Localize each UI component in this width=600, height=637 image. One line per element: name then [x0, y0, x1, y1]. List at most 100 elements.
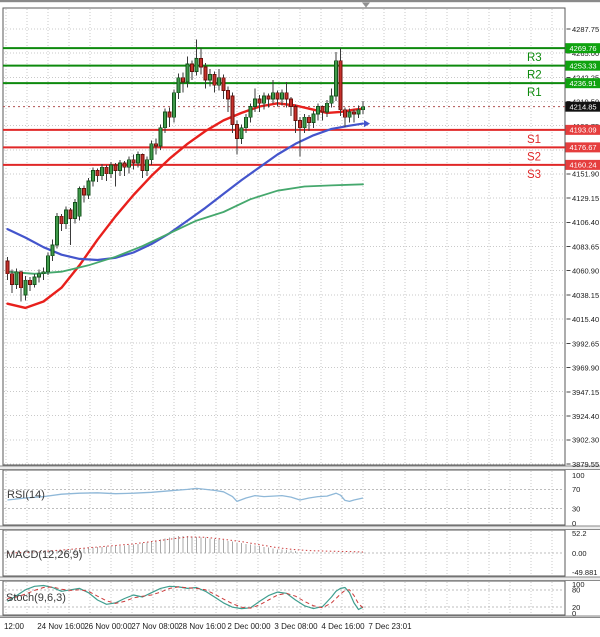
indicator-scale-label: 0 — [572, 519, 576, 528]
candle-body — [307, 116, 311, 123]
price-badge-text: 4176.67 — [569, 143, 596, 152]
ma-mid-blue — [6, 122, 365, 262]
candle-body — [203, 66, 208, 81]
candle-body — [217, 77, 221, 86]
candle-body — [50, 244, 55, 257]
indicator-scale-label: 52.2 — [572, 529, 587, 538]
candle-body — [181, 77, 185, 83]
candle-body — [113, 164, 118, 171]
price-tick-label: 3969.90 — [572, 364, 599, 373]
candle-body — [64, 209, 68, 225]
level-label-r1: R1 — [527, 87, 542, 99]
separator-fill — [0, 465, 600, 470]
candle-body — [14, 271, 19, 285]
candle-body — [221, 77, 226, 91]
candle-body — [163, 111, 167, 129]
macd-indicator-label: MACD(12,26,9) — [6, 549, 83, 561]
price-badge-text: 4160.24 — [569, 161, 596, 170]
candle-body — [118, 162, 122, 171]
latest-bar-marker-icon — [362, 2, 370, 8]
candle-body — [320, 106, 325, 113]
price-tick-label: 3902.30 — [572, 436, 599, 445]
candle-body — [208, 74, 212, 81]
time-axis-label: 27 Nov 08:00 — [131, 622, 179, 631]
price-tick-label: 4083.65 — [572, 242, 599, 251]
candle-body — [298, 119, 302, 129]
main-chart-panel[interactable] — [2, 7, 566, 466]
panel-separator[interactable] — [0, 576, 600, 582]
candle-body — [280, 92, 284, 100]
candle-body — [140, 154, 145, 171]
indicator-scale-label: 70 — [572, 485, 580, 494]
stoch-panel[interactable] — [2, 580, 566, 616]
candle-body — [226, 90, 230, 100]
price-badge-text: 4193.09 — [569, 126, 596, 135]
candle-body — [275, 92, 280, 100]
price-tick-label: 4265.00 — [572, 49, 599, 58]
separator-line — [0, 615, 600, 617]
window-top-edge — [0, 0, 600, 3]
price-tick-label: 4015.40 — [572, 315, 599, 324]
indicator-scale-label: 0.00 — [572, 549, 587, 558]
time-axis-label: 7 Dec 23:01 — [368, 622, 412, 631]
ma-fast-red — [6, 102, 365, 310]
price-badge: 4176.67 — [565, 142, 600, 153]
time-axis-label: 12:00 — [4, 622, 25, 631]
price-tick-label: 3947.15 — [572, 388, 599, 397]
price-badge-bg — [565, 142, 600, 153]
candle-body — [343, 109, 347, 118]
candle-body — [338, 60, 343, 111]
candle-body — [185, 63, 190, 83]
price-badge: 4269.76 — [565, 43, 600, 54]
time-axis-label: 24 Nov 16:00 — [37, 622, 85, 631]
separator-line — [0, 469, 600, 470]
rsi-panel[interactable] — [2, 469, 566, 526]
price-badge-bg — [565, 159, 600, 170]
candle-body — [235, 124, 239, 139]
level-label-s1: S1 — [527, 134, 541, 146]
separator-line — [0, 580, 600, 581]
candle-body — [95, 170, 100, 177]
price-badge-bg — [565, 43, 600, 54]
rsi-indicator-label: RSI(14) — [7, 489, 45, 501]
separator-fill — [0, 576, 600, 581]
time-axis-label: 26 Nov 00:00 — [84, 622, 132, 631]
candle-body — [352, 111, 356, 115]
panel-separator[interactable] — [0, 465, 600, 471]
candle-body — [230, 95, 235, 126]
panel-separator[interactable] — [0, 615, 600, 619]
price-tick-label: 4242.25 — [572, 73, 599, 82]
panel-separator[interactable] — [0, 525, 600, 531]
candle-body — [41, 271, 46, 275]
candle-body — [212, 74, 217, 86]
indicator-scale-label: 100 — [572, 471, 585, 480]
candle-body — [23, 279, 28, 296]
candle-body — [127, 159, 131, 168]
candle-body — [194, 58, 199, 72]
candles — [5, 39, 365, 302]
price-badge-text: 4253.33 — [569, 61, 596, 70]
time-axis-label: 3 Dec 08:00 — [274, 622, 318, 631]
macd-signal-line — [7, 536, 364, 554]
candle-body — [167, 111, 172, 118]
candle-body — [293, 106, 298, 121]
price-tick-label: 3992.65 — [572, 339, 599, 348]
time-axis-label: 4 Dec 16:00 — [321, 622, 365, 631]
candle-body — [190, 63, 194, 72]
candle-body — [82, 188, 86, 196]
price-tick-label: 4287.75 — [572, 25, 599, 34]
candle-body — [316, 106, 320, 115]
candle-body — [325, 102, 329, 113]
candle-body — [109, 164, 113, 175]
candle-body — [68, 209, 73, 219]
price-tick-label: 3879.55 — [572, 460, 599, 469]
candle-body — [311, 113, 316, 123]
price-badge-bg — [565, 124, 600, 135]
stoch-k-line — [7, 584, 364, 611]
separator-fill — [0, 525, 600, 530]
candle-body — [289, 98, 293, 107]
candle-body — [19, 271, 23, 289]
stoch-d-line — [7, 586, 364, 609]
separator-line — [0, 576, 600, 578]
